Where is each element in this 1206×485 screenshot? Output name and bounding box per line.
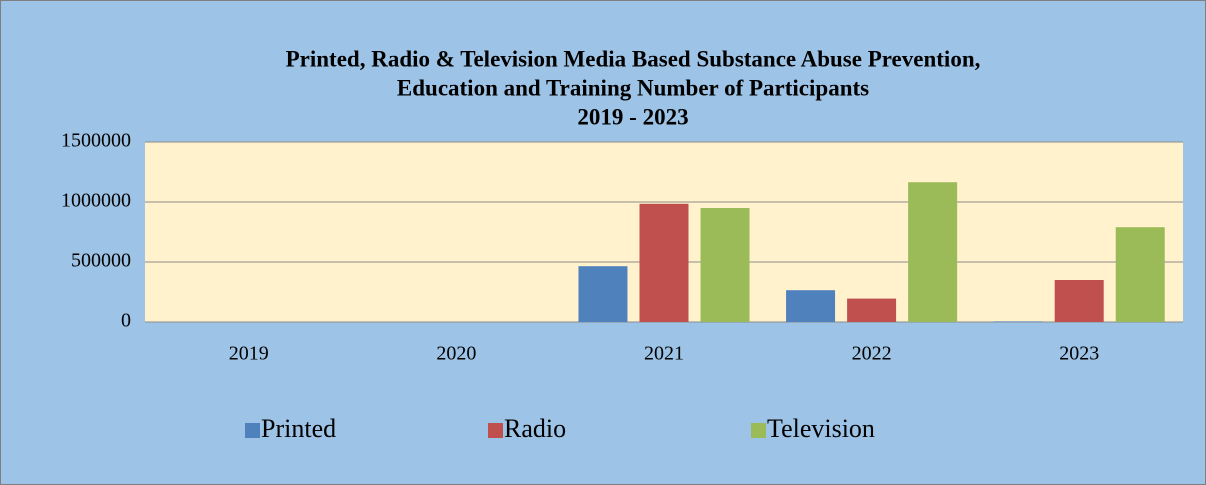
x-tick-label: 2022 xyxy=(852,343,892,365)
x-tick-label: 2021 xyxy=(644,343,684,365)
x-tick-label: 2020 xyxy=(436,343,476,365)
y-tick-label: 1500000 xyxy=(61,130,131,152)
x-tick-label: 2019 xyxy=(229,343,269,365)
legend-label: Printed xyxy=(261,414,336,443)
legend-label: Radio xyxy=(504,414,566,443)
x-tick-label: 2023 xyxy=(1059,343,1099,365)
bar xyxy=(786,290,836,322)
chart-title: 2019 - 2023 xyxy=(577,104,688,129)
legend-label: Television xyxy=(767,414,875,443)
chart-title: Printed, Radio & Television Media Based … xyxy=(286,46,981,71)
bar xyxy=(700,208,750,322)
bar xyxy=(1054,280,1104,322)
y-tick-label: 1000000 xyxy=(61,190,131,212)
y-tick-label: 500000 xyxy=(71,250,131,272)
legend-swatch xyxy=(488,423,503,438)
bar xyxy=(1115,227,1165,322)
bar xyxy=(993,321,1043,322)
bar xyxy=(908,182,958,322)
y-tick-label: 0 xyxy=(121,310,131,332)
chart-title: Education and Training Number of Partici… xyxy=(397,75,869,100)
bar xyxy=(578,266,628,322)
legend-swatch xyxy=(751,423,766,438)
bar xyxy=(847,298,897,322)
bar xyxy=(639,203,689,322)
legend-swatch xyxy=(245,423,260,438)
